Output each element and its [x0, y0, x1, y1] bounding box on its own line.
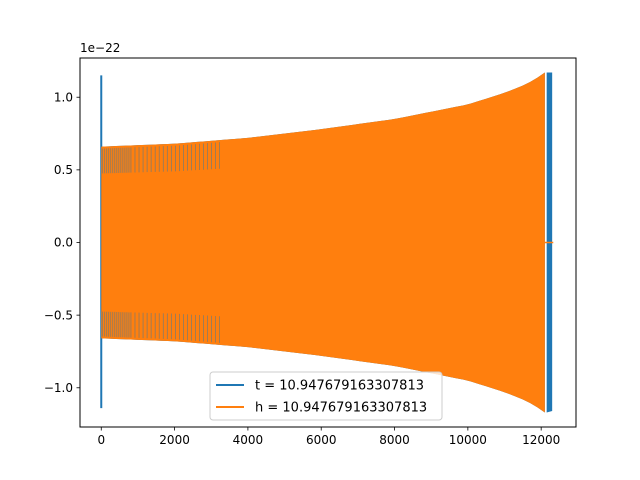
x-tick-label: 0 — [97, 433, 105, 447]
x-tick-label: 12000 — [522, 433, 560, 447]
y-tick-label: 1.0 — [54, 90, 73, 104]
legend-label-h: h = 10.947679163307813 — [255, 401, 427, 416]
axis-ticks: 0 2000 4000 6000 8000 10000 12000 −1.0 −0.5 0.0 0.… — [44, 90, 560, 447]
x-tick-label: 2000 — [159, 433, 190, 447]
series-h-band — [101, 72, 545, 413]
y-tick-label: −1.0 — [44, 381, 73, 395]
legend: t = 10.947679163307813 h = 10.9476791633… — [209, 371, 443, 421]
y-tick-label: 0.0 — [54, 236, 73, 250]
x-tick-label: 10000 — [449, 433, 487, 447]
plot-area — [100, 72, 554, 413]
legend-frame — [209, 371, 443, 421]
y-offset-label: 1e−22 — [80, 41, 120, 55]
y-tick-label: 0.5 — [54, 163, 73, 177]
y-tick-label: −0.5 — [44, 308, 73, 322]
legend-label-t: t = 10.947679163307813 — [255, 379, 424, 394]
x-tick-label: 8000 — [379, 433, 410, 447]
x-tick-label: 6000 — [306, 433, 337, 447]
x-tick-label: 4000 — [233, 433, 264, 447]
